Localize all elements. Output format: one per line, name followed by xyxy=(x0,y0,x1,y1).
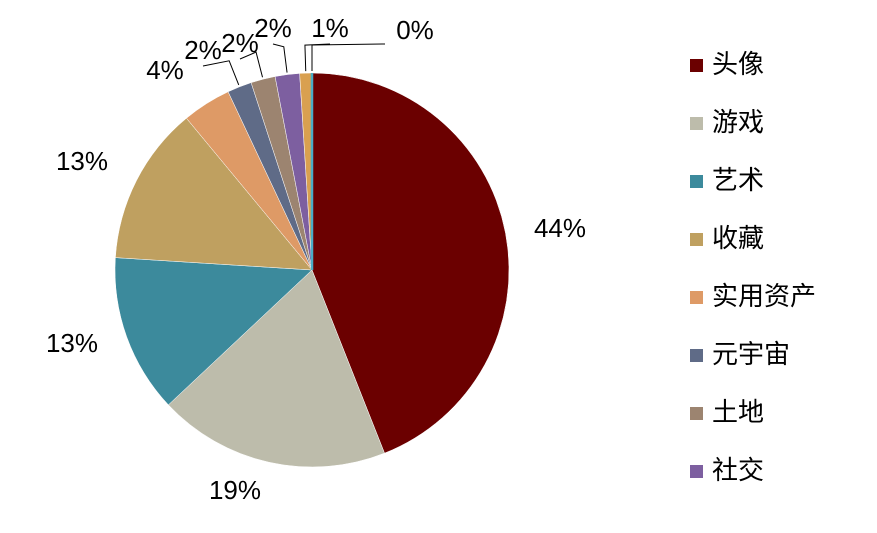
legend-label: 头像 xyxy=(712,49,764,79)
pie-slice xyxy=(168,269,385,468)
legend-swatch xyxy=(690,233,703,246)
leader-line xyxy=(202,60,240,86)
legend-swatch xyxy=(690,117,703,130)
data-label: 0% xyxy=(396,15,434,45)
pie-slice xyxy=(114,257,313,406)
data-label: 1% xyxy=(311,13,349,43)
leader-line xyxy=(304,43,331,72)
data-label: 2% xyxy=(254,13,292,43)
leader-line xyxy=(272,43,288,73)
legend-swatch xyxy=(690,291,703,304)
data-label: 13% xyxy=(46,328,98,358)
legend-swatch xyxy=(690,59,703,72)
data-label: 44% xyxy=(534,213,586,243)
leader-line xyxy=(239,51,263,78)
legend-label: 元宇宙 xyxy=(712,339,790,369)
legend-label: 游戏 xyxy=(712,107,764,137)
legend-label: 艺术 xyxy=(712,165,764,195)
legend-swatch xyxy=(690,465,703,478)
legend-swatch xyxy=(690,349,703,362)
legend-label: 社交 xyxy=(712,455,764,485)
data-label: 2% xyxy=(184,35,222,65)
legend-swatch xyxy=(690,175,703,188)
legend-label: 实用资产 xyxy=(712,281,816,311)
data-label: 19% xyxy=(209,475,261,505)
legend-label: 收藏 xyxy=(712,223,764,253)
data-label: 2% xyxy=(221,28,259,58)
data-label: 13% xyxy=(56,146,108,176)
legend-label: 土地 xyxy=(712,397,764,427)
pie-slice xyxy=(311,72,510,454)
leader-line xyxy=(311,43,386,71)
legend-swatch xyxy=(690,407,703,420)
pie-slice xyxy=(115,117,313,271)
data-label: 4% xyxy=(146,55,184,85)
